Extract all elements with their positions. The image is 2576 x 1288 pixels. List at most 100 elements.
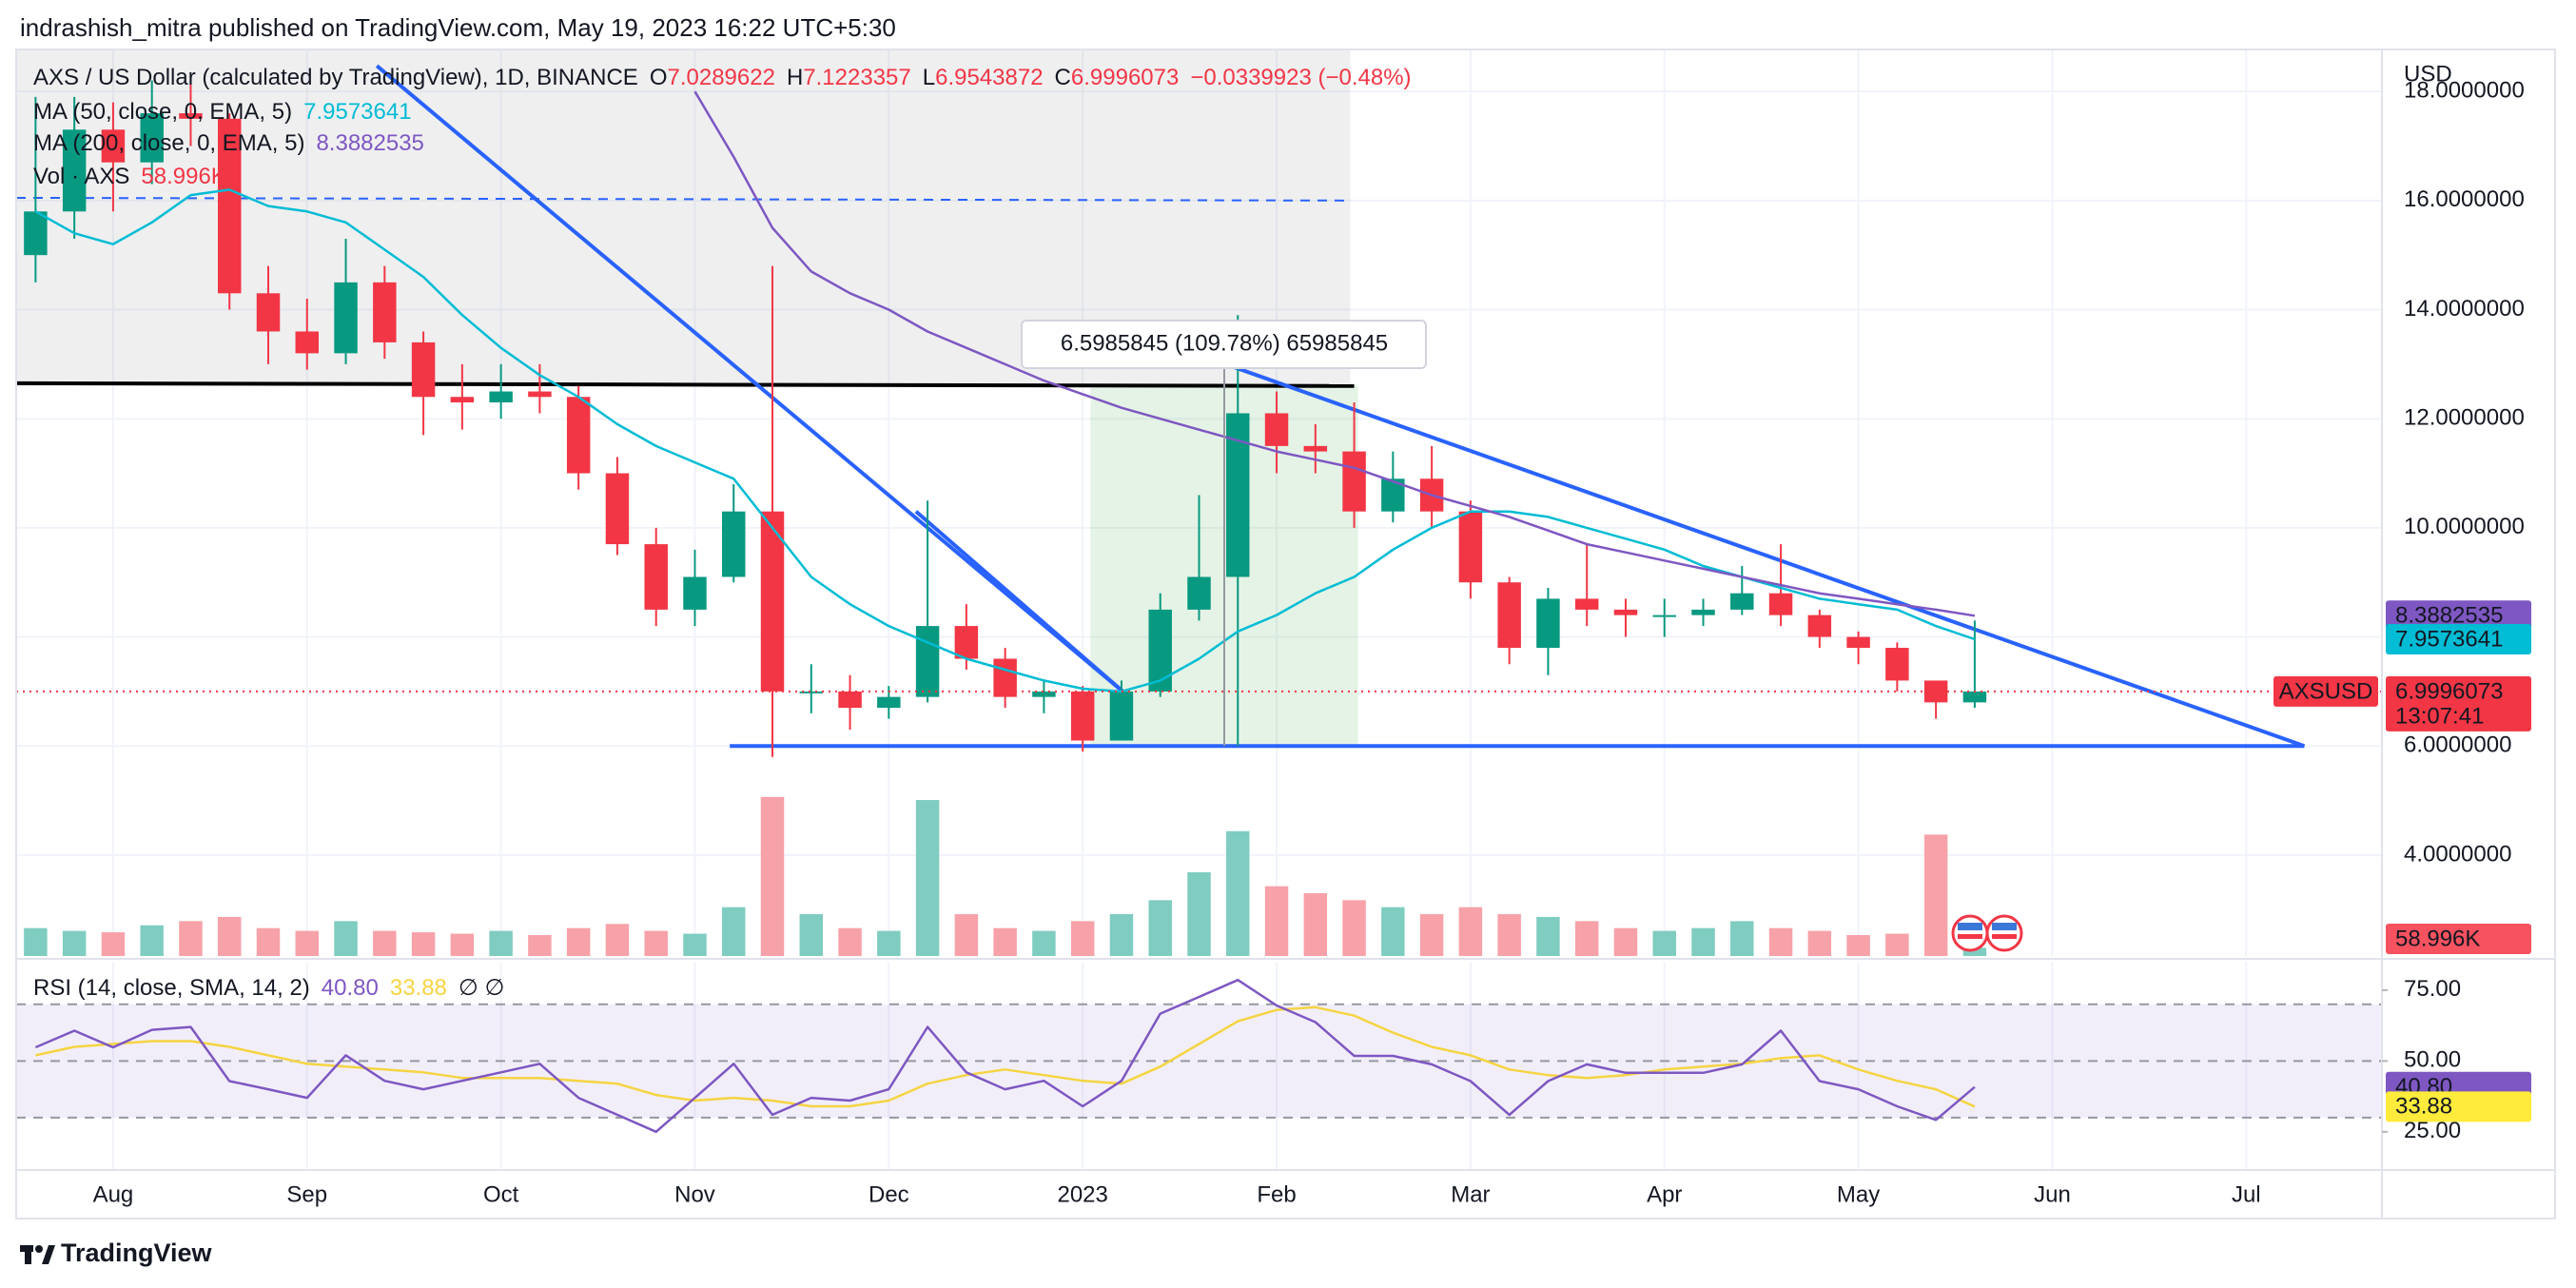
volume-bar [1032, 930, 1056, 956]
ma-line [34, 188, 1976, 693]
publisher-line: indrashish_mitra published on TradingVie… [20, 13, 896, 42]
rsi-legend: RSI (14, close, SMA, 14, 2) 40.80 33.88 ∅ ∅ [33, 975, 504, 1001]
x-tick-label: 2023 [1057, 1181, 1107, 1207]
candle-body [24, 211, 48, 256]
volume-bar [915, 800, 940, 956]
price-badge [2386, 924, 2531, 954]
volume-bar [1070, 921, 1095, 956]
ma200-legend: MA (200, close, 0, EMA, 5) 8.3882535 [33, 130, 424, 156]
x-tick-label: Dec [868, 1181, 909, 1207]
price-badge-label: 6.9996073 [2395, 678, 2503, 704]
volume-bar [566, 927, 591, 956]
candle-body [760, 511, 785, 692]
price-badge [2386, 675, 2531, 732]
candle-body [1109, 691, 1134, 741]
x-tick-label: Oct [483, 1181, 519, 1207]
legend-name: MA (200, close, 0, EMA, 5) [33, 130, 304, 156]
flag-icon-part [1958, 923, 1982, 930]
legend-value: 58.996K [141, 164, 225, 189]
x-tick-label: Jun [2034, 1181, 2071, 1207]
event-flags [1951, 914, 2023, 952]
volume-bar [877, 930, 901, 956]
candle-body [1303, 445, 1328, 452]
legend-value: 40.80 [322, 975, 379, 1001]
volume-bar [1497, 914, 1521, 956]
rsi-tick-label: 75.00 [2404, 976, 2461, 1002]
candle-body [877, 696, 901, 709]
footer-brand: TradingView [61, 1239, 213, 1267]
volume-bar [1885, 933, 1909, 956]
candle-body [915, 626, 940, 697]
volume-bar [256, 927, 281, 956]
candle-body [528, 391, 552, 398]
candle-body [1962, 691, 1987, 703]
volume-bar [954, 914, 979, 956]
volume-bar [760, 796, 785, 956]
price-badge [2386, 600, 2531, 632]
footer-logo [20, 1245, 55, 1264]
rsi-tick-label: 50.00 [2404, 1047, 2461, 1073]
volume-bar [295, 930, 320, 956]
candle-body [1536, 598, 1560, 649]
volume-bar [1923, 834, 1948, 956]
x-tick-label: Apr [1647, 1181, 1682, 1207]
candle-body [1730, 593, 1754, 610]
legend-name: MA (50, close, 0, EMA, 5) [33, 99, 292, 125]
candle-body [450, 397, 475, 402]
candle-body [411, 342, 436, 398]
candle-body [1070, 691, 1095, 741]
volume-bar [1342, 900, 1366, 956]
candle-body [1458, 511, 1483, 583]
y-tick-label: 18.0000000 [2404, 77, 2525, 103]
volume-bar [218, 916, 242, 956]
rsi-ma-line [35, 1005, 1976, 1108]
candle-body [1264, 413, 1289, 446]
rsi-tick-label: 25.00 [2404, 1118, 2461, 1143]
volume-legend: Vol · AXS 58.996K [33, 164, 226, 189]
flag-icon-part [1992, 923, 2017, 930]
ohlc-letter: C [1055, 65, 1071, 90]
volume-bar [683, 933, 707, 956]
candle-body [179, 113, 203, 119]
ohlc-value: 7.1223357 [803, 65, 910, 90]
countdown-label: 13:07:41 [2395, 703, 2484, 729]
volume-bar [489, 930, 513, 956]
volume-bar [1381, 907, 1405, 956]
ma50-legend: MA (50, close, 0, EMA, 5) 7.9573641 [33, 99, 412, 125]
ohlc-letter: H [787, 65, 803, 90]
candle-body [1574, 598, 1599, 610]
candle-body [101, 129, 126, 163]
x-tick-label: Aug [93, 1181, 134, 1207]
volume-bar [1574, 921, 1599, 956]
frame-border [15, 49, 2556, 1220]
volume-bar [1730, 921, 1754, 956]
candle-body [605, 473, 630, 545]
volume-bar [1148, 900, 1172, 956]
ma-line [693, 90, 1976, 617]
candle-body [1342, 451, 1366, 512]
y-tick-label: 16.0000000 [2404, 186, 2525, 212]
volume-bar [334, 921, 358, 956]
volume-bar [1226, 830, 1250, 956]
ohlc-value: 6.9543872 [935, 65, 1043, 90]
candle-body [256, 293, 281, 332]
volume-bar [1303, 893, 1328, 956]
trend-line [1147, 335, 2306, 749]
volume-bar [24, 927, 48, 956]
candle-body [140, 113, 164, 163]
volume-bar [1652, 930, 1676, 956]
y-tick-label: 10.0000000 [2404, 514, 2525, 539]
candle-body [566, 397, 591, 474]
ohlc-letter: O [650, 65, 668, 90]
volume-bar [1807, 930, 1832, 956]
volume-bar [1264, 886, 1289, 956]
axes: 4.00000006.00000008.000000010.000000012.… [93, 77, 2531, 1207]
legend-name: RSI (14, close, SMA, 14, 2) [33, 975, 310, 1001]
candle-body [1846, 636, 1870, 649]
volume-bar [993, 927, 1017, 956]
volume-bar [1846, 935, 1870, 956]
candle-body [1885, 648, 1909, 681]
flag-icon [1985, 914, 2023, 952]
candle-body [683, 576, 707, 610]
